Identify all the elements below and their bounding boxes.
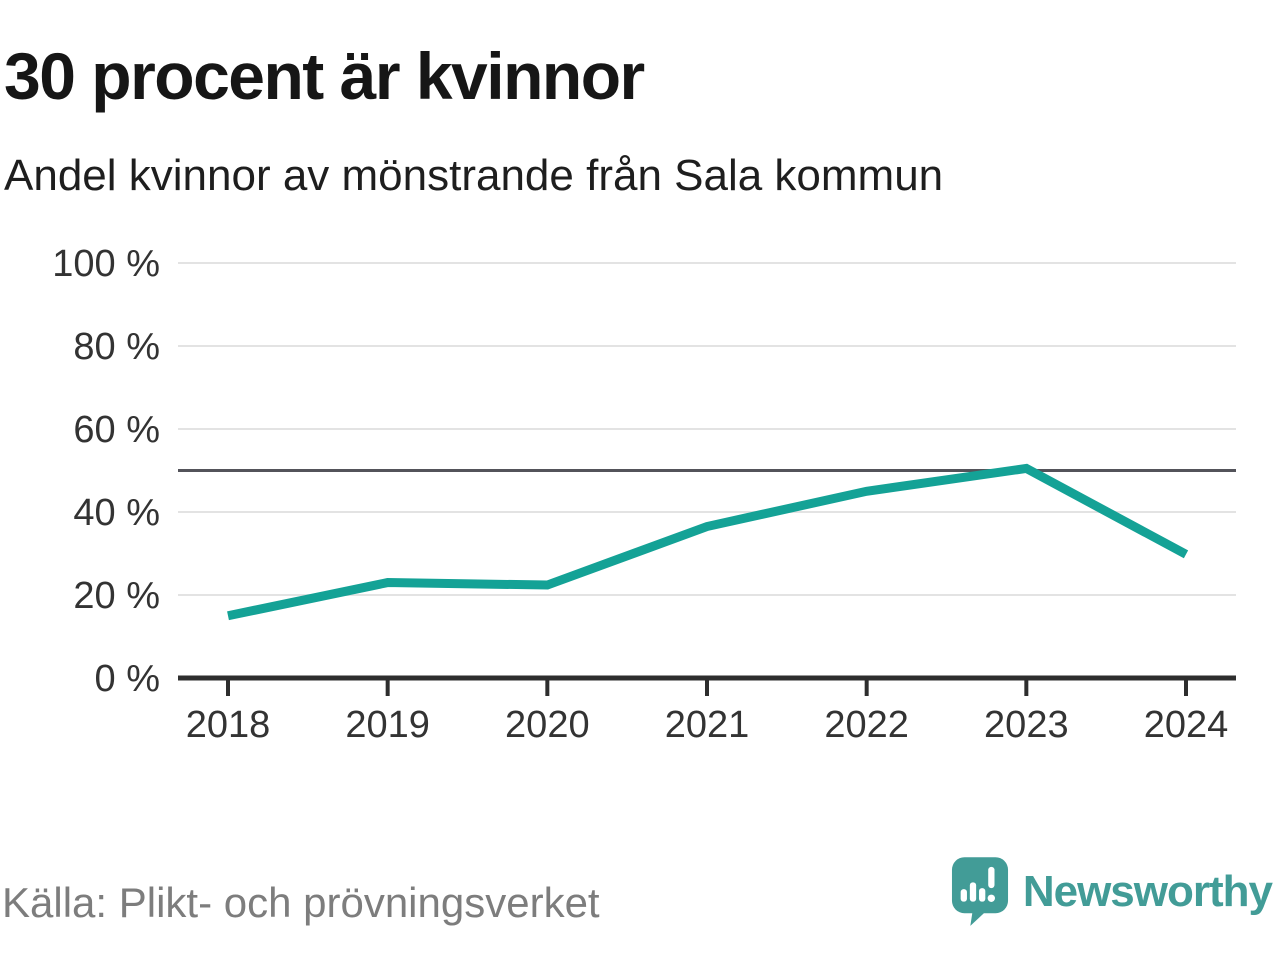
- y-axis-label: 100 %: [52, 243, 160, 285]
- chart-subtitle: Andel kvinnor av mönstrande från Sala ko…: [4, 151, 944, 200]
- x-axis-label: 2021: [665, 704, 750, 746]
- brand-name: Newsworthy: [1022, 867, 1273, 916]
- x-axis-label: 2020: [505, 704, 590, 746]
- y-axis-label: 20 %: [73, 575, 160, 617]
- logo-bar-small: [960, 889, 967, 902]
- brand-logo: Newsworthy: [951, 856, 1273, 928]
- chart-title: 30 procent är kvinnor: [4, 39, 645, 113]
- logo-exclamation-dot: [987, 894, 995, 902]
- y-axis-label: 60 %: [73, 409, 160, 451]
- x-axis-label: 2018: [186, 704, 271, 746]
- source-note: Källa: Plikt- och prövningsverket: [2, 879, 600, 926]
- y-axis-label: 0 %: [95, 658, 160, 700]
- x-axis-label: 2022: [824, 704, 909, 746]
- logo-bar-medium: [978, 888, 986, 902]
- newsworthy-logo-icon: [951, 857, 1008, 926]
- logo-bar-tall: [969, 882, 976, 902]
- x-axis-label: 2023: [984, 704, 1069, 746]
- y-axis-label: 80 %: [73, 326, 160, 368]
- data-line: [227, 463, 1189, 621]
- x-axis-label: 2019: [345, 704, 430, 746]
- logo-exclamation-bar: [988, 866, 995, 889]
- x-axis-label: 2024: [1144, 704, 1229, 746]
- y-axis-label: 40 %: [73, 492, 160, 534]
